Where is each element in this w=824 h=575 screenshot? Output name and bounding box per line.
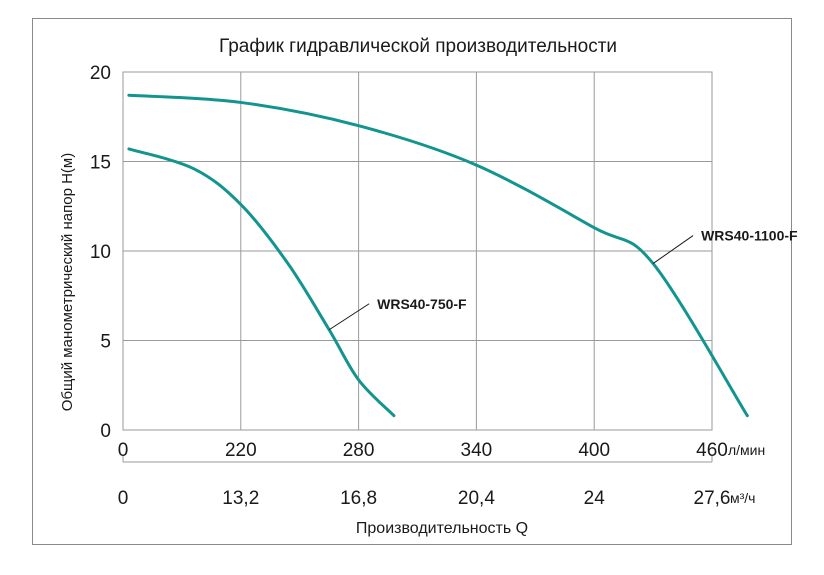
y-tick-label: 15 [90, 153, 111, 174]
y-tick-label: 5 [100, 332, 111, 353]
grid [122, 71, 713, 431]
y-tick-label: 20 [90, 63, 111, 84]
x-tick-label-secondary: 24 [584, 488, 606, 509]
x-tick-label-primary: 400 [578, 440, 610, 461]
x-tick-label-secondary: 13,2 [222, 488, 259, 509]
series-label: WRS40-1100-F [701, 228, 798, 244]
x-tick-label-primary: 220 [225, 440, 257, 461]
chart-frame [32, 18, 792, 545]
x-tick-label-secondary: 16,8 [340, 488, 377, 509]
x-ticks-secondary: 0 13,2 16,8 20,4 24 27,6 м³/ч [118, 456, 755, 509]
x-tick-label-primary: 280 [343, 440, 375, 461]
series-line [127, 147, 396, 418]
x-tick-label-secondary: 0 [118, 488, 129, 509]
chart-title: График гидравлической производительности [219, 36, 617, 57]
x-ticks-primary: 0 220 280 340 400 460 л/мин [118, 440, 766, 461]
series-label-leader [652, 235, 694, 264]
series-group: WRS40-750-F WRS40-1100-F [127, 93, 798, 418]
x-tick-label-primary: 0 [118, 440, 129, 461]
series-label: WRS40-750-F [377, 296, 467, 312]
x-unit-secondary: м³/ч [730, 490, 755, 506]
x-tick-label-secondary: 27,6 [694, 488, 731, 509]
y-axis-label: Общий манометрический напор H(м) [59, 153, 76, 411]
y-ticks: 0 5 10 15 20 [90, 63, 111, 442]
x-tick-label-primary: 460 [696, 440, 728, 461]
x-tick-label-secondary: 20,4 [458, 488, 495, 509]
y-tick-label: 0 [100, 421, 111, 442]
x-tick-label-primary: 340 [461, 440, 493, 461]
x-axis-label: Производительность Q [356, 520, 528, 537]
series-label-leader [328, 303, 370, 331]
x-unit-primary: л/мин [728, 442, 765, 458]
y-tick-label: 10 [90, 242, 111, 263]
series-line [127, 93, 749, 418]
